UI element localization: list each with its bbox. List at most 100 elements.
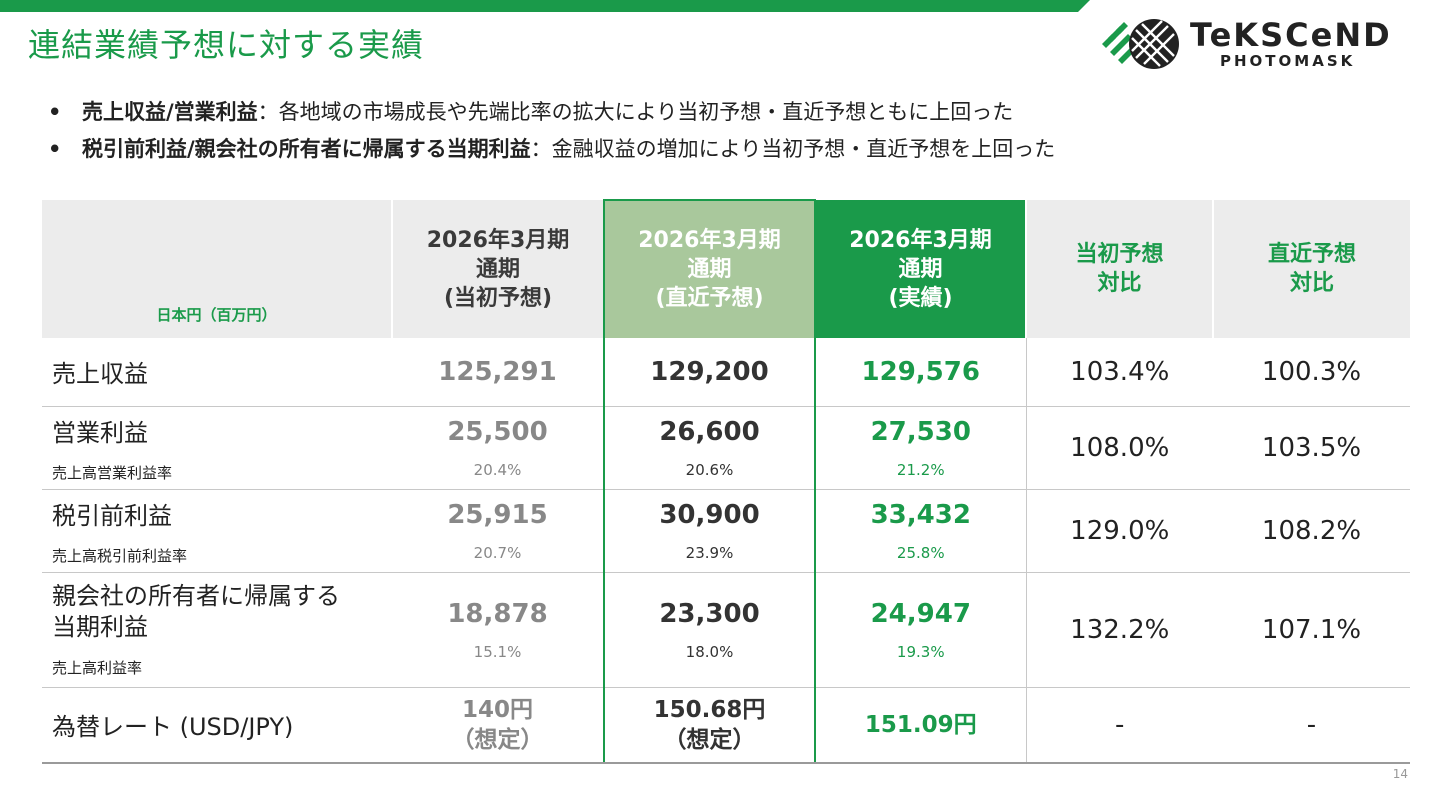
header-line: (当初予想) (443, 285, 553, 311)
plan-cell: 25,500 20.4% (392, 406, 604, 490)
bullet-strong: 売上収益/営業利益 (82, 100, 258, 124)
logo-mark-icon (1102, 19, 1179, 69)
row-label: 売上収益 (42, 338, 392, 407)
header-line: 対比 (1289, 271, 1334, 296)
actual-value: 129,576 (861, 356, 980, 387)
results-table: 日本円（百万円） 2026年3月期 通期 (当初予想) 2026年3月期 通期 … (42, 199, 1410, 764)
vs-recent-cell: 108.2% (1213, 489, 1410, 573)
header-line: 2026年3月期 (426, 227, 570, 253)
vs-plan-cell: 103.4% (1026, 338, 1213, 407)
actual-header: 2026年3月期 通期 (実績) (815, 200, 1026, 338)
row-label-line: 当期利益 (52, 613, 148, 641)
bullet-text: ：各地域の市場成長や先端比率の拡大により当初予想・直近予想ともに上回った (257, 100, 1014, 124)
header-line: (実績) (888, 285, 953, 311)
page-number: 14 (1392, 767, 1408, 781)
actual-value: 27,530 (870, 416, 971, 447)
bullet-item: • 税引前利益/親会社の所有者に帰属する当期利益：金融収益の増加により当初予想・直… (48, 131, 1055, 168)
header-line: 通期 (898, 256, 943, 282)
vs-plan-cell: - (1026, 687, 1213, 764)
row-label: 営業利益 売上高営業利益率 (42, 406, 392, 490)
bullet-text: ：金融収益の増加により当初予想・直近予想を上回った (530, 137, 1056, 161)
header-line: 2026年3月期 (638, 228, 781, 253)
row-label-text: 税引前利益 (52, 501, 172, 530)
table-row: 営業利益 売上高営業利益率 25,500 20.4% 26,600 20.6% 27… (42, 406, 1410, 490)
plan-pct: 20.4% (473, 460, 522, 479)
row-label-text: 営業利益 (52, 418, 148, 447)
top-accent-band (0, 0, 1440, 12)
actual-pct: 21.2% (896, 460, 945, 479)
vs-recent-cell: 107.1% (1213, 572, 1410, 688)
plan-cell: 140円 （想定） (392, 687, 604, 764)
bullet-strong: 税引前利益/親会社の所有者に帰属する当期利益 (82, 137, 531, 161)
recent-cell: 26,600 20.6% (603, 406, 816, 490)
plan-cell: 18,878 15.1% (392, 572, 604, 688)
plan-value: 18,878 (447, 598, 548, 629)
logo-subtitle: PHOTOMASK (1220, 52, 1356, 70)
vs-plan-header: 当初予想 対比 (1025, 200, 1213, 338)
actual-cell: 24,947 19.3% (815, 572, 1027, 688)
recent-cell: 129,200 (603, 338, 816, 407)
recent-value: 129,200 (650, 356, 769, 387)
bullet-dot: • (48, 137, 62, 161)
recent-value: 150.68円 (653, 696, 766, 723)
recent-cell: 30,900 23.9% (603, 489, 816, 573)
row-label-line: 親会社の所有者に帰属する (52, 582, 340, 610)
vs-recent-cell: 100.3% (1213, 338, 1410, 407)
plan-note: （想定） (451, 726, 544, 753)
actual-cell: 129,576 (815, 338, 1027, 407)
vs-plan-cell: 108.0% (1026, 406, 1213, 490)
table-row-fx: 為替レート (USD/JPY) 140円 （想定） 150.68円 （想定） 1… (42, 687, 1410, 764)
plan-value: 140円 (461, 696, 533, 723)
header-line: 2026年3月期 (849, 227, 992, 253)
table-row: 売上収益 125,291 129,200 129,576 103.4% 100.… (42, 338, 1410, 407)
recent-value: 30,900 (659, 499, 760, 530)
recent-cell: 23,300 18.0% (603, 572, 816, 688)
plan-pct: 20.7% (473, 543, 522, 562)
recent-pct: 20.6% (685, 460, 734, 479)
vs-recent-header: 直近予想 対比 (1212, 200, 1410, 338)
plan-header: 2026年3月期 通期 (当初予想) (391, 200, 604, 338)
actual-cell: 151.09円 (815, 687, 1027, 764)
plan-cell: 125,291 (392, 338, 604, 407)
table-row: 税引前利益 売上高税引前利益率 25,915 20.7% 30,900 23.9% … (42, 489, 1410, 573)
header-line: 当初予想 (1075, 242, 1164, 267)
unit-header: 日本円（百万円） (42, 200, 392, 338)
table-header-row: 日本円（百万円） 2026年3月期 通期 (当初予想) 2026年3月期 通期 … (42, 199, 1410, 338)
header-line: (直近予想) (655, 286, 764, 311)
plan-cell: 25,915 20.7% (392, 489, 604, 573)
actual-value: 24,947 (870, 598, 971, 629)
row-label: 為替レート (USD/JPY) (42, 687, 392, 764)
header-line: 対比 (1097, 271, 1142, 296)
vs-plan-cell: 129.0% (1026, 489, 1213, 573)
recent-pct: 18.0% (685, 642, 734, 661)
recent-value: 26,600 (659, 416, 760, 447)
recent-header: 2026年3月期 通期 (直近予想) (603, 199, 816, 338)
actual-pct: 19.3% (896, 642, 945, 661)
plan-value: 25,915 (447, 499, 548, 530)
actual-value: 33,432 (870, 499, 971, 530)
logo-wordmark: TeKSCeND (1190, 16, 1392, 54)
plan-value: 25,500 (447, 416, 548, 447)
vs-recent-cell: 103.5% (1213, 406, 1410, 490)
header-line: 通期 (687, 257, 732, 282)
row-sub-label: 売上高営業利益率 (52, 463, 173, 482)
bullet-dot: • (48, 100, 62, 124)
summary-bullets: • 売上収益/営業利益：各地域の市場成長や先端比率の拡大により当初予想・直近予想と… (48, 94, 1055, 168)
company-logo: TeKSCeND PHOTOMASK (1098, 14, 1418, 74)
recent-pct: 23.9% (685, 543, 734, 562)
recent-note: （想定） (663, 726, 756, 753)
row-label: 親会社の所有者に帰属する 当期利益 売上高利益率 (42, 572, 392, 688)
bullet-item: • 売上収益/営業利益：各地域の市場成長や先端比率の拡大により当初予想・直近予想と… (48, 94, 1055, 131)
actual-pct: 25.8% (896, 543, 945, 562)
header-line: 直近予想 (1267, 242, 1356, 267)
row-sub-label: 売上高利益率 (52, 659, 143, 677)
table-row: 親会社の所有者に帰属する 当期利益 売上高利益率 18,878 15.1% 23,… (42, 572, 1410, 688)
actual-value: 151.09円 (864, 711, 977, 738)
vs-recent-cell: - (1213, 687, 1410, 764)
plan-value: 125,291 (438, 356, 557, 387)
actual-cell: 27,530 21.2% (815, 406, 1027, 490)
actual-cell: 33,432 25.8% (815, 489, 1027, 573)
recent-value: 23,300 (659, 598, 760, 629)
recent-cell: 150.68円 （想定） (603, 687, 816, 764)
vs-plan-cell: 132.2% (1026, 572, 1213, 688)
